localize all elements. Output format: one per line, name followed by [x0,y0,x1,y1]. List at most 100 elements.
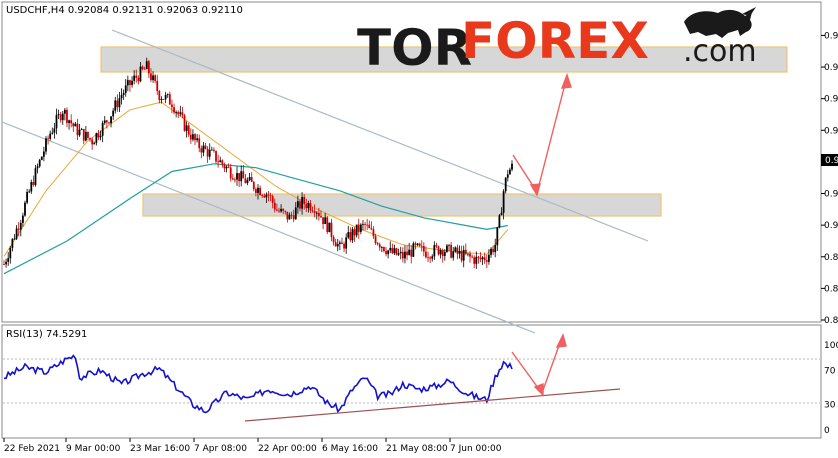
candle-body [448,244,450,246]
candle-body [183,115,186,131]
candle-body [82,129,85,141]
candle-body [66,109,68,123]
candle-body [210,149,213,151]
candle-body [389,247,392,251]
candle-body [257,187,259,193]
candle-body [488,254,490,262]
candle-body [168,94,171,105]
candle-body [139,66,142,82]
candle-body [156,80,159,92]
candle-body [150,73,152,81]
candle-body [42,151,45,157]
candle-body [9,247,12,259]
candle-body [53,128,56,133]
candle-body [261,195,264,196]
candle-body [502,191,505,213]
candle-body [301,196,303,209]
candle-body [425,251,427,258]
candle-body [189,134,192,140]
candle-body [372,229,375,237]
candle-body [231,178,234,180]
candle-body [120,94,123,99]
candle-body [124,85,127,93]
candle-body [26,191,28,203]
candle-body [506,174,509,178]
candle-body [408,249,411,256]
candle-body [51,132,54,134]
price-tick-label: 0.88970 [824,284,838,294]
candle-body [420,245,423,247]
candle-body [368,224,371,229]
candle-body [378,244,381,248]
candlestick-series [3,57,513,269]
candle-body [286,211,289,220]
candle-body [217,161,220,163]
time-tick-label: 21 May 08:00 [386,444,448,454]
candle-body [250,177,253,182]
candle-body [38,159,41,167]
candle-body [330,222,333,237]
candle-body [414,243,417,245]
candle-body [473,257,476,264]
candle-body [504,177,507,192]
candle-body [282,208,285,211]
candle-body [110,116,112,124]
rsi-axis: 100 70 30 0 [824,341,838,436]
candle-body [21,215,24,223]
candle-body [162,99,165,100]
time-tick-label: 6 May 16:00 [322,444,378,454]
candle-body [362,224,364,225]
candle-body [154,75,157,81]
time-tick-label: 22 Apr 00:00 [258,444,317,454]
candle-body [275,209,278,211]
candle-body [135,75,138,78]
candle-body [370,228,373,230]
rsi-tick-label: 30 [824,401,836,411]
last-price-label: 0.92110 [825,156,838,166]
time-tick-label: 9 Mar 00:00 [66,444,121,454]
candle-body [175,111,178,113]
candle-body [395,248,398,255]
candle-body [252,181,255,190]
time-tick-label: 23 Mar 16:00 [130,444,190,454]
candle-body [481,257,484,260]
candle-body [299,201,301,209]
candle-body [383,246,385,252]
candle-body [303,196,306,205]
last-price-tag [821,154,838,166]
forecast-arrows [512,72,572,197]
candle-body [450,244,453,258]
candle-body [401,251,404,259]
candle-body [192,134,194,140]
torforex-logo: TOR FOREX .com [357,7,757,77]
candle-body [7,258,10,262]
candle-body [296,201,299,208]
candle-body [351,229,354,241]
time-tick-label: 22 Feb 2021 [4,444,60,454]
candle-body [202,145,205,153]
candle-body [166,94,169,96]
candle-body [229,167,232,179]
candle-body [490,248,492,255]
candle-body [338,242,341,244]
candle-body [99,135,102,138]
candle-body [206,148,209,157]
candle-body [477,256,480,258]
candle-body [244,178,247,184]
candle-body [103,120,106,124]
candle-body [63,109,66,114]
candle-body [334,242,337,247]
time-axis: 22 Feb 2021 9 Mar 00:00 23 Mar 16:00 7 Apr … [3,438,502,454]
candle-body [322,217,324,225]
candle-body [263,195,266,198]
resistance-zone [100,46,788,73]
candle-body [343,243,345,249]
candle-body [196,138,199,141]
channel-upper-line [111,29,649,242]
rsi-panel-frame [1,324,822,439]
price-tick-label: 0.94710 [824,63,838,73]
candle-body [471,256,474,258]
candle-body [227,166,230,168]
candle-body [198,138,201,149]
